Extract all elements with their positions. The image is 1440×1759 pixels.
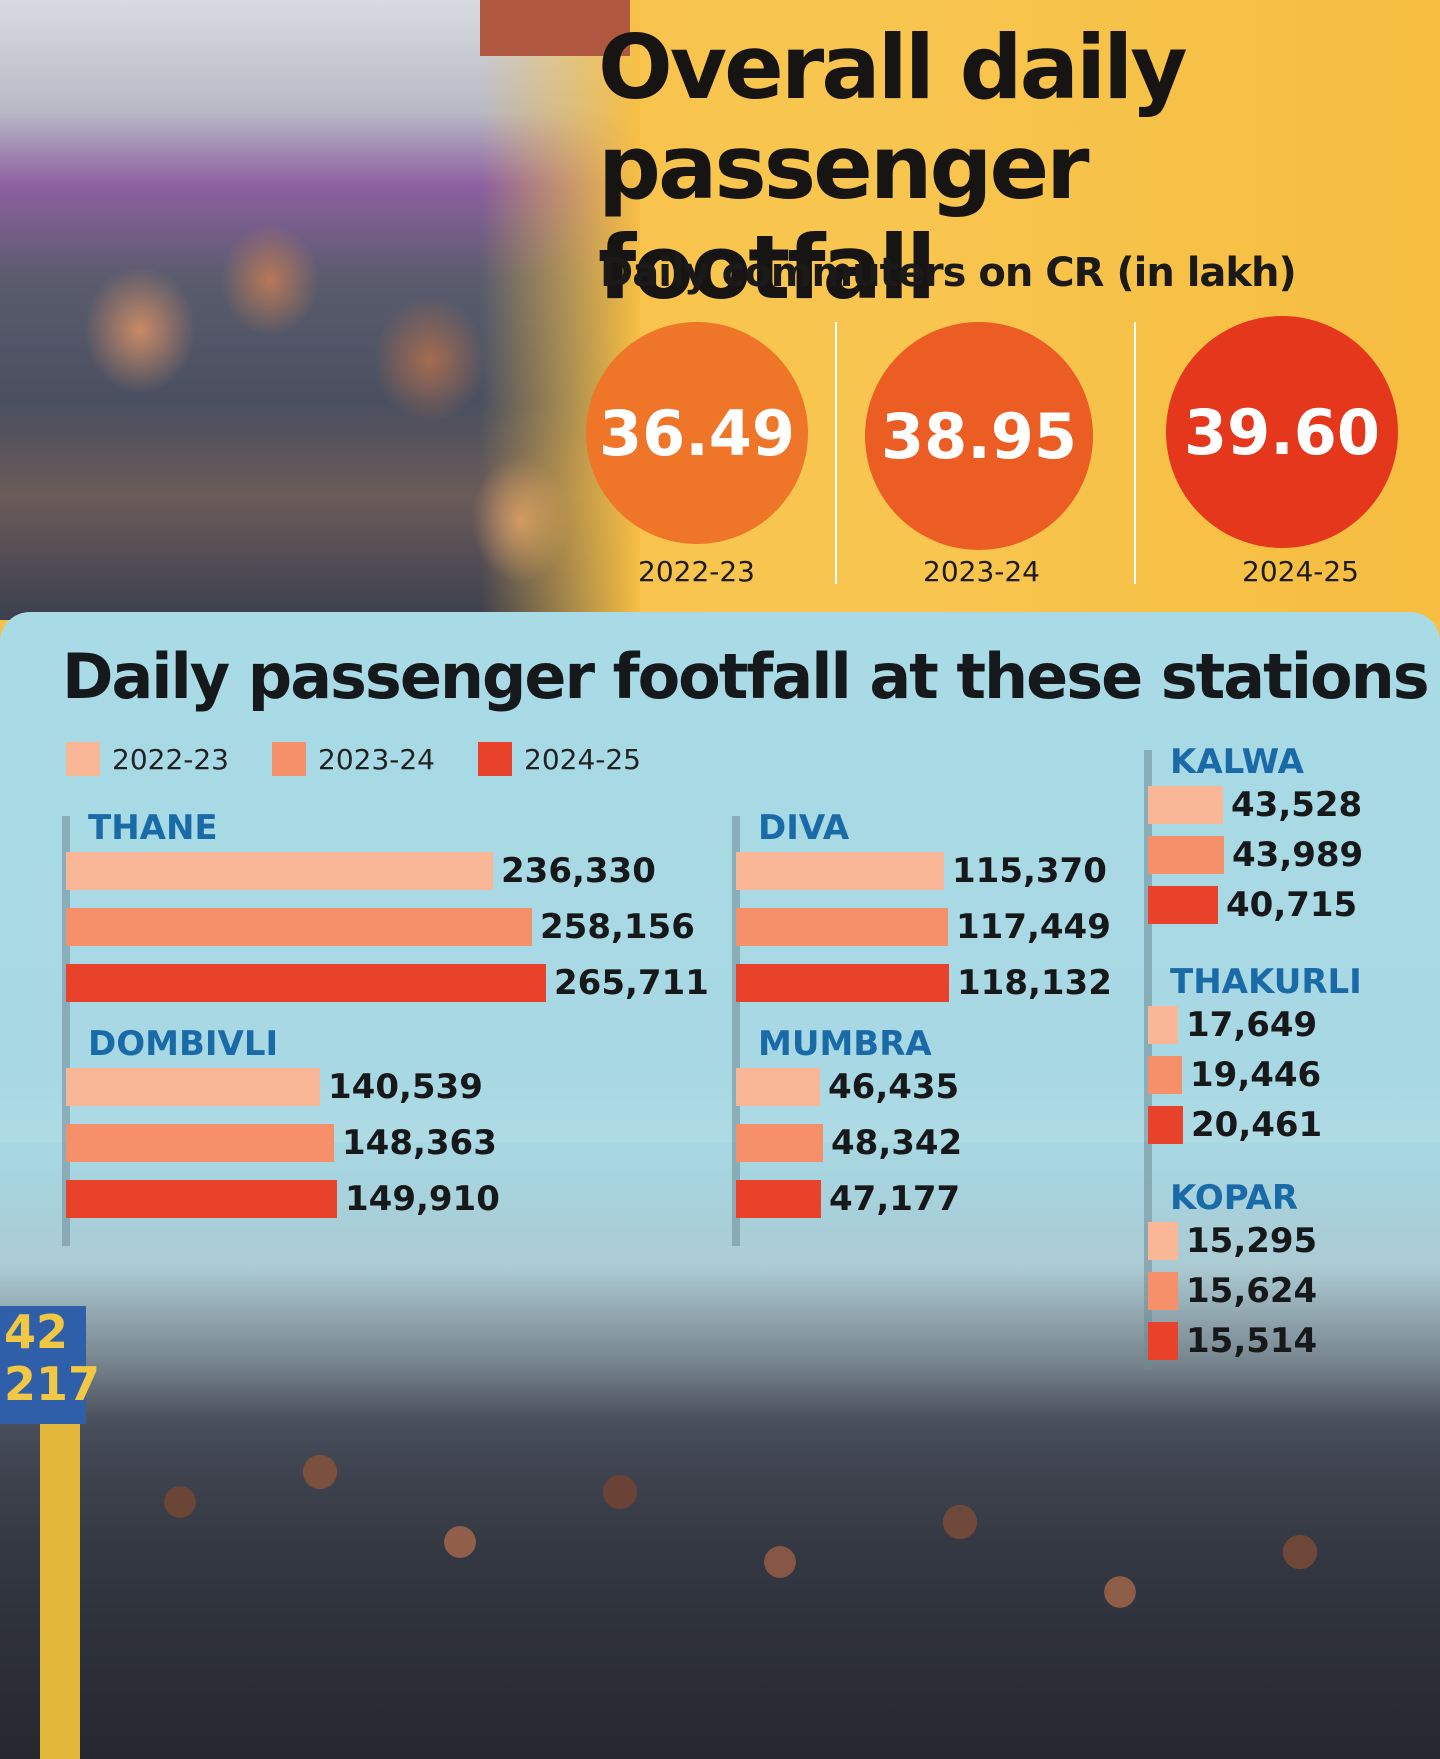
legend-item: 2024-25 [478,742,641,776]
bar [736,1180,821,1218]
bar-value-label: 149,910 [345,1179,500,1219]
bar-value-label: 15,624 [1186,1271,1318,1311]
bar [736,964,949,1002]
legend-swatch [478,742,512,776]
bar-value-label: 47,177 [829,1179,961,1219]
title-line-1: Overall daily [598,16,1188,119]
platform-crowd-photo [0,1142,1440,1759]
bar [1148,1272,1178,1310]
bar [66,908,532,946]
bar [1148,1006,1178,1044]
bar [66,1124,334,1162]
bar [736,908,948,946]
bar [1148,1056,1182,1094]
bar-value-label: 17,649 [1186,1005,1318,1045]
bar-value-label: 19,446 [1190,1055,1322,1095]
bar-value-label: 258,156 [540,907,695,947]
train-sign [480,0,630,56]
page-title: Overall daily passenger footfall [598,18,1428,318]
legend-item: 2022-23 [66,742,229,776]
platform-number-sign: 42 217 [0,1306,100,1424]
overall-year-label: 2024-25 [1242,555,1359,588]
divider [835,322,837,584]
station-label: MUMBRA [758,1024,932,1064]
station-label: THAKURLI [1170,962,1362,1002]
legend-label: 2022-23 [112,742,229,776]
platform-post [40,1424,80,1759]
bar [1148,836,1224,874]
overall-value-circle: 39.60 [1166,316,1398,548]
bar-value-label: 118,132 [957,963,1112,1003]
divider [1134,322,1136,584]
page-subtitle: Daily commuters on CR (in lakh) [600,250,1297,296]
bar-value-label: 43,528 [1231,785,1363,825]
bar-value-label: 20,461 [1191,1105,1323,1145]
bar-value-label: 148,363 [342,1123,497,1163]
bar [1148,1222,1178,1260]
bar-value-label: 40,715 [1226,885,1358,925]
chart-title: Daily passenger footfall at these statio… [62,640,1430,713]
bar [736,852,944,890]
legend-label: 2024-25 [524,742,641,776]
bar-value-label: 117,449 [956,907,1111,947]
bar [1148,1106,1183,1144]
bar [66,1180,337,1218]
train-crowd-photo [0,0,640,620]
legend-label: 2023-24 [318,742,435,776]
bar [1148,1322,1178,1360]
panel-rule [732,816,740,1246]
bar-value-label: 115,370 [952,851,1107,891]
legend-swatch [66,742,100,776]
bar-value-label: 265,711 [554,963,709,1003]
legend-swatch [272,742,306,776]
bar-value-label: 15,295 [1186,1221,1318,1261]
bar-value-label: 46,435 [828,1067,960,1107]
bar [736,1124,823,1162]
bar-value-label: 236,330 [501,851,656,891]
overall-value-circle: 38.95 [865,322,1093,550]
title-line-2: passenger footfall [598,116,1090,319]
station-label: DIVA [758,808,850,848]
station-label: DOMBIVLI [88,1024,279,1064]
overall-footfall-section: Overall daily passenger footfall Daily c… [0,0,1440,620]
bar [1148,886,1218,924]
bar-value-label: 15,514 [1186,1321,1318,1361]
overall-value-circle: 36.49 [586,322,808,544]
bar [66,852,493,890]
bar-value-label: 140,539 [328,1067,483,1107]
legend-item: 2023-24 [272,742,435,776]
panel-rule [62,816,70,1246]
bar [66,964,546,1002]
bar-value-label: 48,342 [831,1123,963,1163]
bar-value-label: 43,989 [1232,835,1364,875]
bar [736,1068,820,1106]
overall-year-label: 2023-24 [923,555,1040,588]
station-label: THANE [88,808,218,848]
station-label: KOPAR [1170,1178,1299,1218]
bar [66,1068,320,1106]
overall-year-label: 2022-23 [638,555,755,588]
bar [1148,786,1223,824]
station-footfall-section: 42 217 Daily passenger footfall at these … [0,612,1440,1759]
station-label: KALWA [1170,742,1304,782]
